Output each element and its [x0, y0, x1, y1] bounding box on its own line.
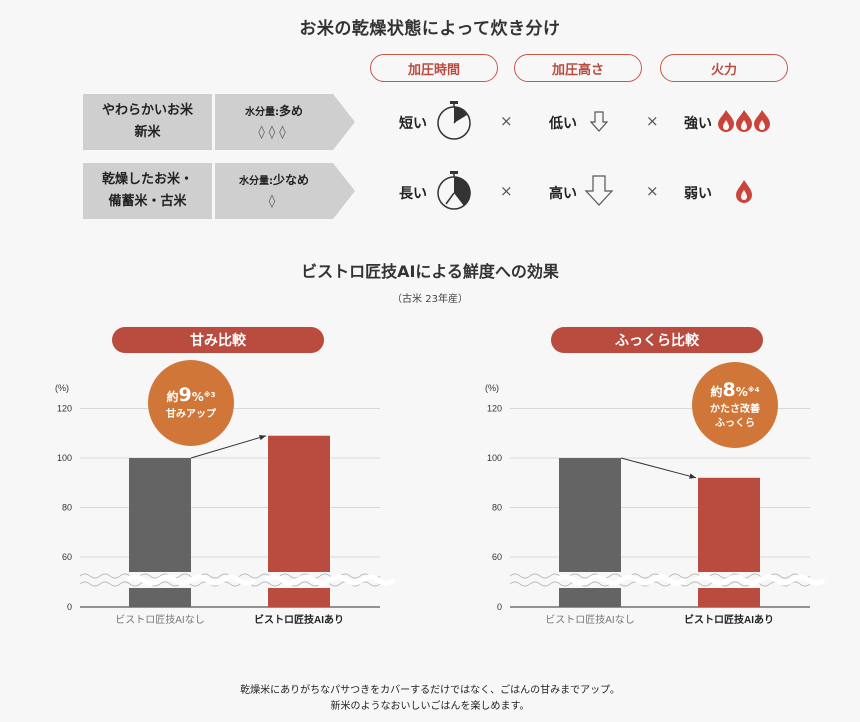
arrow-down-large-icon [584, 175, 614, 206]
fluffiness-badge: 約8%※4 かたさ改善 ふっくら [692, 362, 778, 448]
water-drop-icons: ◊ [268, 194, 280, 209]
stopwatch-icon [437, 171, 471, 210]
x-tick-label: ビストロ匠技AIあり [254, 613, 344, 626]
water-arrow-box: 水分量:少なめ ◊ [215, 163, 355, 219]
heat-value: 弱い [684, 186, 712, 202]
y-tick-label: 60 [62, 552, 72, 562]
y-tick-label: 60 [492, 552, 502, 562]
times-symbol: × [500, 112, 513, 130]
time-value: 長い [399, 186, 427, 202]
row-label-soft-rice: やわらかいお米 新米 [83, 94, 212, 150]
axis-break-wave [125, 574, 257, 586]
arrow-down-small-icon [589, 111, 609, 132]
height-value: 高い [549, 186, 577, 202]
y-axis-unit: (%) [55, 383, 69, 393]
arrow-shape [215, 163, 355, 219]
flame-icons-three [718, 110, 770, 132]
fluffiness-bar-chart: (%) 0 60 80 100 120 ビストロ匠技AIなし ビストロ匠技AIあり [485, 383, 826, 626]
badge-value: 約8%※4 [710, 379, 760, 401]
sweetness-badge: 約9%※3 甘みアップ [148, 360, 234, 446]
y-tick-label: 80 [492, 503, 502, 513]
water-drop-icons: ◊◊◊ [258, 125, 290, 140]
x-tick-label: ビストロ匠技AIなし [115, 613, 204, 626]
trend-arrow [190, 435, 267, 459]
time-value: 短い [399, 116, 427, 132]
water-amount: 水分量:多め [244, 104, 303, 118]
x-tick-label: ビストロ匠技AIなし [545, 613, 634, 626]
y-tick-label: 80 [62, 503, 72, 513]
y-axis-unit: (%) [485, 383, 499, 393]
row-label-line1: やわらかいお米 [101, 103, 193, 118]
badge-text: かたさ改善 [710, 404, 760, 415]
badge-text: ふっくら [715, 418, 755, 429]
axis-break-wave [264, 574, 396, 586]
water-arrow-box: 水分量:多め ◊◊◊ [215, 94, 355, 150]
trend-arrow-head [259, 434, 266, 441]
row-label-line1: 乾燥したお米・ [101, 172, 193, 187]
footer-line2: 新米のようなおいしいごはんを楽しめます。 [330, 701, 530, 712]
footer-line1: 乾燥米にありがちなパサつきをカバーするだけではなく、ごはんの甘みまでアップ。 [240, 685, 620, 696]
chart-title-sweetness: 甘み比較 [112, 327, 324, 353]
y-tick-label: 100 [57, 453, 72, 463]
y-tick-label: 0 [67, 602, 72, 612]
stopwatch-icon [437, 101, 471, 140]
y-tick-label: 120 [487, 404, 502, 414]
badge-text: 甘みアップ [166, 409, 216, 420]
axis-break-line [79, 581, 381, 587]
section-title: お米の乾燥状態によって炊き分け [299, 19, 561, 39]
y-tick-label: 100 [487, 453, 502, 463]
badge-value: 約9%※3 [166, 384, 216, 406]
row-label-dry-rice: 乾燥したお米・ 備蓄米・古米 [83, 163, 212, 219]
column-header-pressure-height: 加圧高さ [514, 54, 642, 82]
row-label-line2: 備蓄米・古米 [108, 194, 187, 209]
arrow-shape [215, 94, 355, 150]
effect-title: ビストロ匠技AIによる鮮度への効果 [301, 262, 559, 281]
effect-subtitle: （古米 23年産） [392, 294, 468, 305]
times-symbol: × [646, 182, 659, 200]
axis-break-wave [694, 574, 826, 586]
x-tick-label: ビストロ匠技AIあり [684, 613, 774, 626]
column-header-heat: 火力 [660, 54, 788, 82]
trend-arrow [620, 457, 697, 479]
times-symbol: × [646, 112, 659, 130]
column-header-pressure-time: 加圧時間 [370, 54, 498, 82]
row-label-line2: 新米 [134, 125, 161, 140]
chart-title-fluffiness: ふっくら比較 [551, 327, 763, 353]
y-tick-label: 120 [57, 404, 72, 414]
times-symbol: × [500, 182, 513, 200]
trend-arrow-head [689, 473, 696, 479]
axis-break-wave [555, 574, 687, 586]
y-tick-label: 0 [497, 602, 502, 612]
water-amount: 水分量:少なめ [238, 173, 309, 187]
heat-value: 強い [684, 116, 712, 132]
axis-break-line [509, 581, 811, 587]
flame-icon [736, 180, 752, 203]
height-value: 低い [549, 116, 577, 132]
sweetness-bar-chart: (%) 0 60 80 100 120 ビストロ匠技AIなし ビストロ匠技AIあり [55, 383, 396, 626]
